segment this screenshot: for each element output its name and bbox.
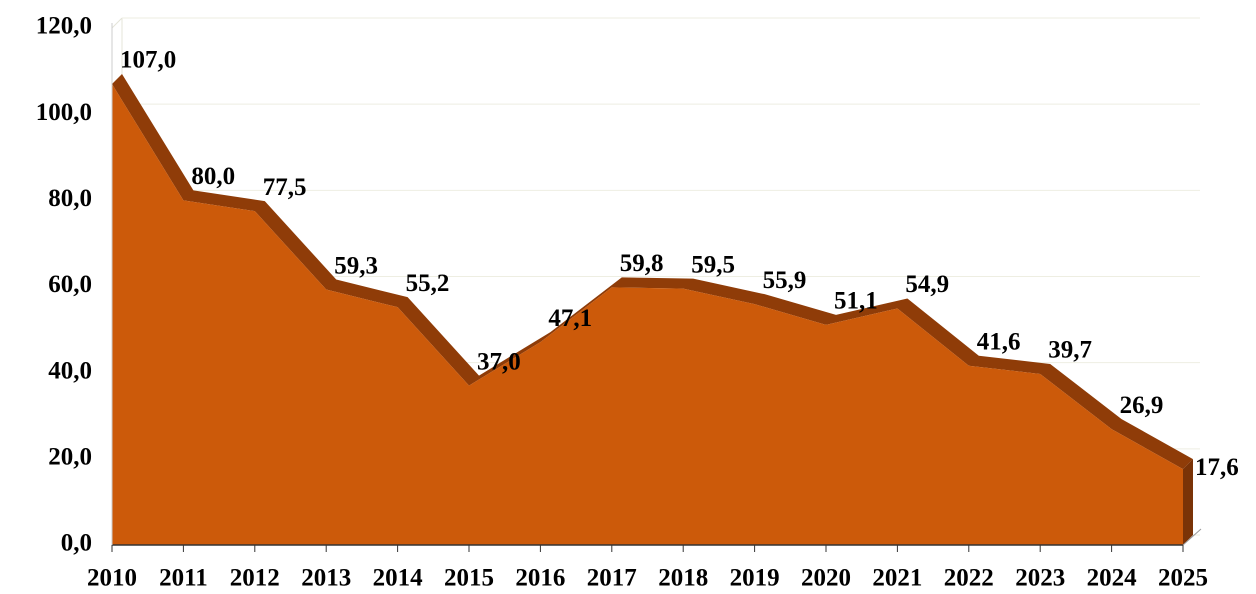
data-label: 59,8 — [620, 250, 664, 277]
data-label: 26,9 — [1120, 392, 1164, 419]
x-tick-label: 2013 — [301, 565, 351, 592]
grid-line — [111, 17, 123, 29]
data-label: 17,6 — [1195, 454, 1239, 481]
data-label: 47,1 — [548, 305, 592, 332]
y-tick-label: 60,0 — [48, 271, 92, 298]
x-axis-depth — [1182, 528, 1202, 546]
data-label: 51,1 — [834, 288, 878, 315]
y-tick-label: 120,0 — [36, 13, 92, 40]
x-tick-label: 2022 — [944, 565, 994, 592]
y-tick-label: 100,0 — [36, 99, 92, 126]
x-tick-label: 2015 — [444, 565, 494, 592]
data-label: 39,7 — [1048, 337, 1092, 364]
data-label: 55,9 — [763, 267, 807, 294]
data-label: 59,3 — [334, 252, 378, 279]
data-label: 77,5 — [263, 174, 307, 201]
x-tick-label: 2019 — [730, 565, 780, 592]
x-tick-label: 2011 — [159, 565, 208, 592]
y-tick-label: 20,0 — [48, 444, 92, 471]
x-tick-label: 2017 — [587, 565, 637, 592]
data-label: 55,2 — [406, 270, 450, 297]
data-label: 41,6 — [977, 329, 1021, 356]
data-label: 59,5 — [691, 251, 735, 278]
x-tick-label: 2021 — [872, 565, 922, 592]
x-tick-label: 2014 — [373, 565, 424, 592]
x-tick-label: 2018 — [658, 565, 708, 592]
x-tick-label: 2012 — [230, 565, 280, 592]
data-label: 107,0 — [120, 47, 176, 74]
x-tick-label: 2010 — [87, 565, 137, 592]
y-tick-label: 80,0 — [48, 185, 92, 212]
area — [112, 84, 1183, 545]
area-depth — [112, 74, 1193, 470]
x-tick-label: 2025 — [1158, 565, 1208, 592]
x-tick-label: 2023 — [1015, 565, 1065, 592]
area-side — [1183, 459, 1193, 545]
y-tick-label: 40,0 — [48, 357, 92, 384]
y-tick-label: 0,0 — [61, 530, 92, 557]
data-label: 37,0 — [477, 348, 521, 375]
x-tick-label: 2020 — [801, 565, 851, 592]
data-label: 54,9 — [905, 271, 949, 298]
x-tick-label: 2024 — [1087, 565, 1138, 592]
x-tick-label: 2016 — [515, 565, 565, 592]
data-label: 80,0 — [191, 163, 235, 190]
